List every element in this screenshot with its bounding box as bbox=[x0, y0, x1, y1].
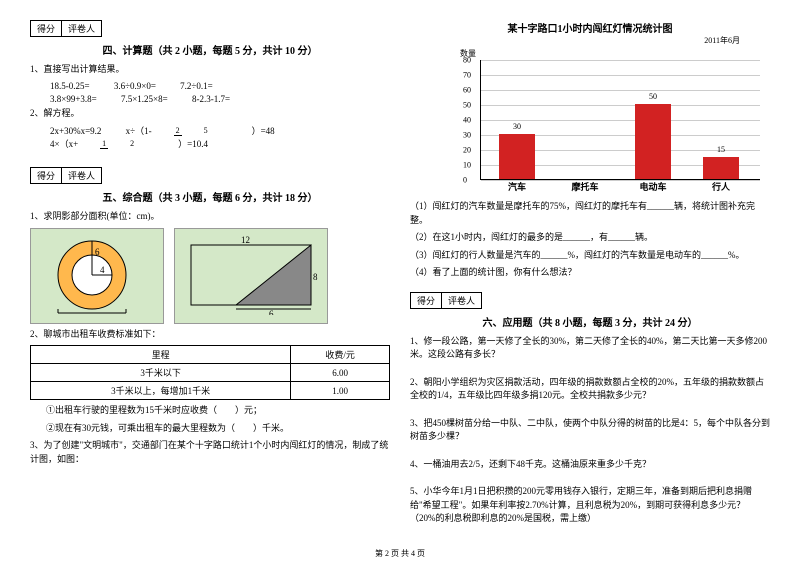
q6-3: 3、把450棵树苗分给一中队、二中队，使两个中队分得的树苗的比是4：5，每个中队… bbox=[410, 417, 770, 444]
score-box: 得分 评卷人 bbox=[30, 167, 102, 184]
score-box: 得分 评卷人 bbox=[30, 20, 102, 37]
eq-row: 2x+30%x=9.2 x÷（1-25）=48 4×（x+12）=10.4 bbox=[30, 124, 390, 150]
dim-4: 4 bbox=[100, 265, 105, 275]
svg-text:6: 6 bbox=[269, 309, 274, 315]
q6-4: 4、一桶油用去2/5，还剩下48千克。这桶油原来重多少千克？ bbox=[410, 458, 770, 472]
q5-3: 3、为了创建"文明城市"，交通部门在某个十字路口统计1个小时内闯红灯的情况，制成… bbox=[30, 439, 390, 466]
chart-date: 2011年6月 bbox=[410, 35, 770, 46]
eq: 4×（x+12）=10.4 bbox=[50, 137, 230, 150]
expr: 7.5×1.25×8= bbox=[121, 94, 168, 104]
calc-row-2: 3.8×99+3.8= 7.5×1.25×8= 8-2.3-1.7= bbox=[30, 94, 390, 104]
q6-5: 5、小华今年1月1日把积攒的200元零用钱存入银行，定期三年，准备到期后把利息捐… bbox=[410, 485, 770, 526]
section5-title: 五、综合题（共 3 小题，每题 6 分，共计 18 分） bbox=[30, 189, 390, 204]
q5-2: 2、聊城市出租车收费标准如下： bbox=[30, 328, 390, 342]
expr: 8-2.3-1.7= bbox=[192, 94, 230, 104]
sub-q1: ①出租车行驶的里程数为15千米时应收费（ ）元； bbox=[30, 404, 390, 418]
page-footer: 第 2 页 共 4 页 bbox=[0, 548, 800, 559]
figure-ring: 4 6 bbox=[30, 228, 164, 324]
bar-chart: 数量 0102030405060708030汽车摩托车50电动车15行人 bbox=[410, 50, 770, 190]
eq: 2x+30%x=9.2 bbox=[50, 126, 101, 136]
chart-q2: （2）在这1小时内，闯红灯的最多的是______，有______辆。 bbox=[410, 231, 770, 245]
grader-label: 评卷人 bbox=[62, 21, 101, 36]
eq: x÷（1-25）=48 bbox=[126, 124, 297, 137]
q6-1: 1、修一段公路，第一天修了全长的30%，第二天修了全长的40%，第二天比第一天多… bbox=[410, 335, 770, 362]
figure-triangle: 12 8 6 bbox=[174, 228, 328, 324]
th-fee: 收费/元 bbox=[291, 346, 390, 364]
cell: 3千米以上，每增加1千米 bbox=[31, 382, 291, 400]
q5-1: 1、求阴影部分面积(单位：cm)。 bbox=[30, 210, 390, 224]
expr: 3.8×99+3.8= bbox=[50, 94, 97, 104]
section4-title: 四、计算题（共 2 小题，每题 5 分，共计 10 分） bbox=[30, 42, 390, 57]
cell: 1.00 bbox=[291, 382, 390, 400]
cell: 3千米以下 bbox=[31, 364, 291, 382]
fare-table: 里程收费/元 3千米以下6.00 3千米以上，每增加1千米1.00 bbox=[30, 345, 390, 400]
score-label: 得分 bbox=[31, 21, 62, 36]
figures-row: 4 6 12 8 6 bbox=[30, 228, 390, 324]
chart-q3: （3）闯红灯的行人数量是汽车的______%，闯红灯的汽车数量是电动车的____… bbox=[410, 249, 770, 263]
expr: 7.2÷0.1= bbox=[180, 81, 213, 91]
chart-q1: （1）闯红灯的汽车数量是摩托车的75%，闯红灯的摩托车有______辆，将统计图… bbox=[410, 200, 770, 227]
section6-title: 六、应用题（共 8 小题，每题 3 分，共计 24 分） bbox=[410, 314, 770, 329]
q4-1: 1、直接写出计算结果。 bbox=[30, 63, 390, 77]
score-box: 得分 评卷人 bbox=[410, 292, 482, 309]
q4-2: 2、解方程。 bbox=[30, 107, 390, 121]
cell: 6.00 bbox=[291, 364, 390, 382]
chart-q4: （4）看了上面的统计图，你有什么想法？ bbox=[410, 266, 770, 280]
expr: 18.5-0.25= bbox=[50, 81, 90, 91]
calc-row-1: 18.5-0.25= 3.6÷0.9×0= 7.2÷0.1= bbox=[30, 81, 390, 91]
dim-6: 6 bbox=[95, 247, 100, 257]
th-mileage: 里程 bbox=[31, 346, 291, 364]
q6-2: 2、朝阳小学组织为灾区捐款活动，四年级的捐款数额占全校的20%，五年级的捐款数额… bbox=[410, 376, 770, 403]
svg-text:12: 12 bbox=[241, 235, 250, 245]
sub-q2: ②现在有30元钱，可乘出租车的最大里程数为（ ）千米。 bbox=[30, 422, 390, 436]
chart-title: 某十字路口1小时内闯红灯情况统计图 bbox=[410, 20, 770, 35]
expr: 3.6÷0.9×0= bbox=[114, 81, 156, 91]
svg-text:8: 8 bbox=[313, 272, 318, 282]
